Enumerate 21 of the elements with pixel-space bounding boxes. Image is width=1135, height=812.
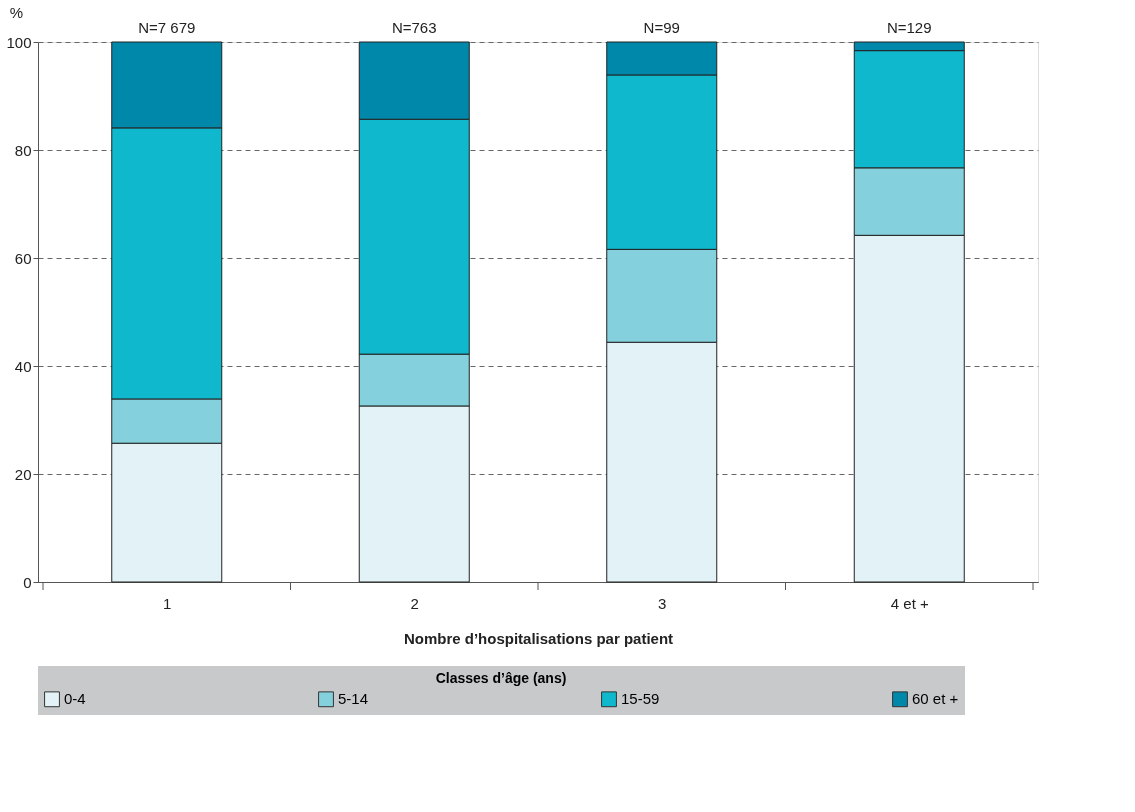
y-axis-title: % xyxy=(9,3,24,21)
y-tick-label: 40 xyxy=(14,357,32,375)
annotation: N=99 xyxy=(643,19,680,36)
annotation: N=763 xyxy=(391,19,437,36)
y-tick-label: 80 xyxy=(14,141,32,159)
annotation: N=7 679 xyxy=(138,19,196,36)
x-tick-label: 4 et + xyxy=(890,594,929,612)
y-tick-label: 60 xyxy=(14,249,32,267)
y-tick-label: 100 xyxy=(6,33,32,51)
x-tick-label: 1 xyxy=(163,594,172,612)
x-axis-title: Nombre d’hospitalisations par patient xyxy=(403,629,674,647)
legend-title: Classes d’âge (ans) xyxy=(435,670,567,686)
x-tick-label: 2 xyxy=(410,594,419,612)
x-tick-label: 3 xyxy=(658,594,667,612)
legend-label: 60 et + xyxy=(912,690,959,708)
legend-label: 0-4 xyxy=(64,690,86,708)
legend-label: 5-14 xyxy=(338,690,369,708)
y-tick-label: 0 xyxy=(23,573,32,591)
y-tick-label: 20 xyxy=(14,465,32,483)
legend-label: 15-59 xyxy=(621,690,660,708)
annotation: N=129 xyxy=(886,19,932,36)
